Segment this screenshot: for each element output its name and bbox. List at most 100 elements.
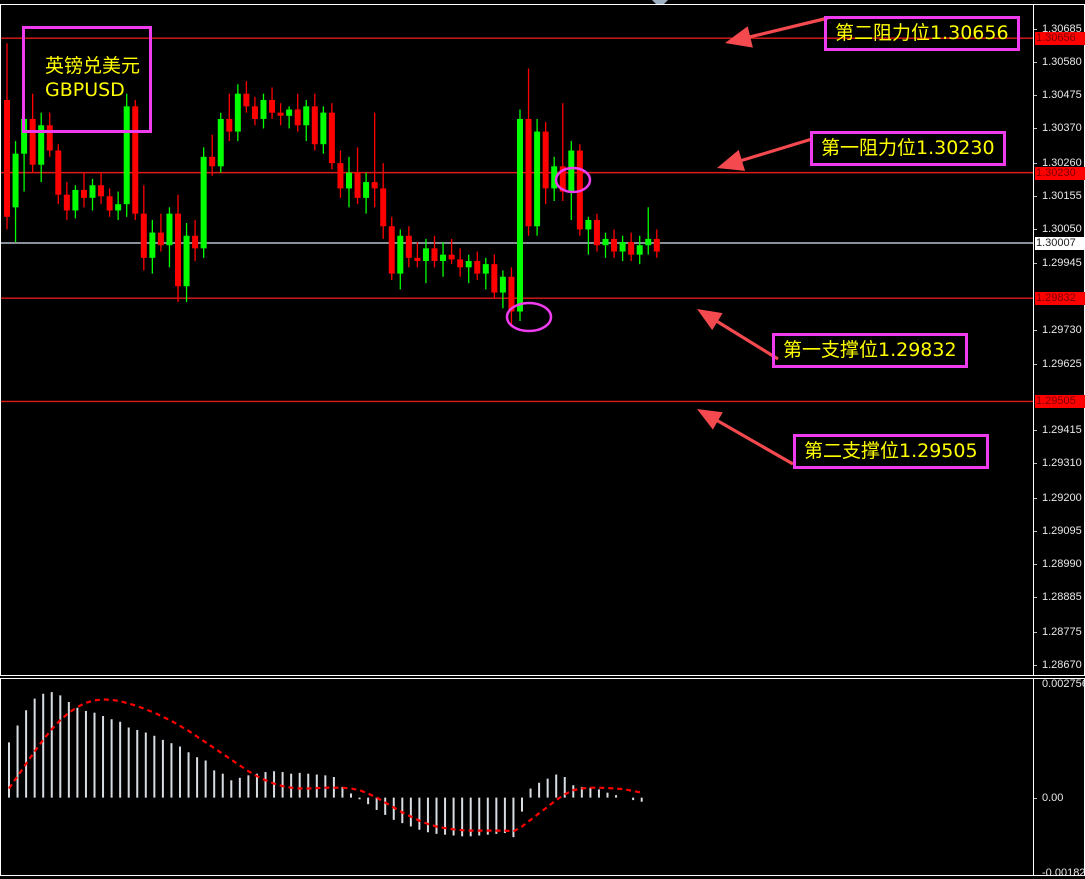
candlestick[interactable] [294,93,301,132]
candlestick[interactable] [106,188,113,217]
candlestick[interactable] [422,238,429,284]
candlestick[interactable] [602,232,609,258]
price-tick-label: 1.29415 [1042,423,1082,436]
annotation-label-resistance-1[interactable]: 第一阻力位1.30230 [810,131,1006,166]
candlestick[interactable] [645,207,652,255]
candlestick[interactable] [55,144,62,205]
candlestick[interactable] [380,163,387,239]
annotation-label-support-1[interactable]: 第一支撑位1.29832 [772,333,968,368]
price-tick-label: 1.28990 [1042,557,1082,570]
candlestick[interactable] [636,235,643,265]
candlestick[interactable] [38,112,45,183]
candlestick[interactable] [363,172,370,214]
price-tick-label: 1.30155 [1042,190,1082,203]
candlestick[interactable] [628,232,635,261]
candlestick[interactable] [328,103,335,170]
candlestick[interactable] [525,68,532,236]
candlestick[interactable] [431,235,438,268]
candlestick[interactable] [517,109,523,321]
candlestick[interactable] [491,254,498,299]
candlestick[interactable] [559,103,566,202]
candlestick[interactable] [209,134,216,176]
candlestick[interactable] [448,238,455,265]
symbol-title-cn: 英镑兑美元 [45,55,141,77]
annotation-label-resistance-2[interactable]: 第二阻力位1.30656 [824,16,1020,51]
price-tick: 1.29200 [1034,492,1082,504]
candlestick[interactable] [337,150,344,198]
candlestick[interactable] [414,242,421,268]
candlestick[interactable] [260,93,267,129]
candlestick[interactable] [243,81,250,113]
candlestick[interactable] [534,118,541,236]
candlestick[interactable] [397,229,404,290]
candlestick[interactable] [611,229,618,258]
price-tick: 1.28990 [1034,557,1082,570]
candlestick[interactable] [12,141,19,243]
candlestick[interactable] [72,185,79,219]
arrow-to-support-2 [697,409,794,466]
candlestick[interactable] [508,267,515,328]
candlestick[interactable] [63,182,70,220]
candlestick[interactable] [89,178,96,211]
candlestick[interactable] [593,213,600,252]
candlestick[interactable] [551,156,558,202]
candlestick[interactable] [29,93,36,173]
candlestick[interactable] [175,194,181,303]
price-chart-pane[interactable] [0,4,1034,676]
candlestick[interactable] [157,213,164,252]
candlestick[interactable] [311,93,318,151]
candlestick[interactable] [217,112,224,173]
candlestick[interactable] [585,216,592,255]
annotation-label-support-2[interactable]: 第二支撑位1.29505 [793,434,989,469]
candlestick[interactable] [192,219,199,261]
indicator-tick: 0.00 [1034,792,1063,804]
highlight-ellipse[interactable] [505,301,553,333]
highlight-ellipse[interactable] [554,166,592,194]
candlestick[interactable] [234,84,241,142]
price-tick: 1.28885 [1034,591,1082,604]
candlestick[interactable] [149,219,156,274]
price-tick-label: 1.28670 [1042,659,1082,671]
candlestick[interactable] [286,106,293,129]
candlestick[interactable] [568,141,575,220]
price-tick: 1.30370 [1034,123,1082,134]
candlestick[interactable] [465,254,472,284]
candlestick[interactable] [140,185,147,271]
candlestick[interactable] [542,122,549,205]
candlestick[interactable] [115,191,122,220]
candlestick[interactable] [303,100,310,142]
candlestick[interactable] [46,112,53,157]
indicator-pane[interactable] [0,678,1034,876]
candlestick[interactable] [123,93,130,217]
candlestick[interactable] [619,235,626,261]
candlestick[interactable] [346,156,352,208]
candlestick[interactable] [277,103,284,126]
price-tick-label: 1.28885 [1042,591,1082,604]
candlestick[interactable] [388,216,395,280]
candlestick[interactable] [183,223,190,303]
candlestick[interactable] [457,248,464,277]
indicator-axis[interactable]: 0.002756 0.00 -0.001829 [1034,678,1085,879]
candlestick[interactable] [482,257,489,290]
tick-dash [1034,229,1037,231]
candlestick[interactable] [354,147,361,205]
candlestick[interactable] [269,87,276,119]
candlestick[interactable] [499,270,506,309]
candlestick[interactable] [474,251,481,280]
price-tick: 1.30155 [1034,190,1082,203]
candlestick[interactable] [226,93,233,142]
candlestick[interactable] [4,43,10,230]
candlestick[interactable] [320,106,327,154]
candlestick[interactable] [405,226,412,268]
candlestick[interactable] [251,96,258,126]
candlestick[interactable] [653,229,660,258]
price-tick-label: 1.29945 [1042,256,1082,269]
candlestick[interactable] [98,172,105,205]
price-tick: 1.29310 [1034,457,1082,469]
candlestick[interactable] [166,207,173,268]
candlestick[interactable] [80,172,87,208]
candlestick[interactable] [132,100,139,220]
candlestick[interactable] [200,147,207,258]
candlestick[interactable] [371,112,378,208]
candlestick[interactable] [440,242,447,277]
